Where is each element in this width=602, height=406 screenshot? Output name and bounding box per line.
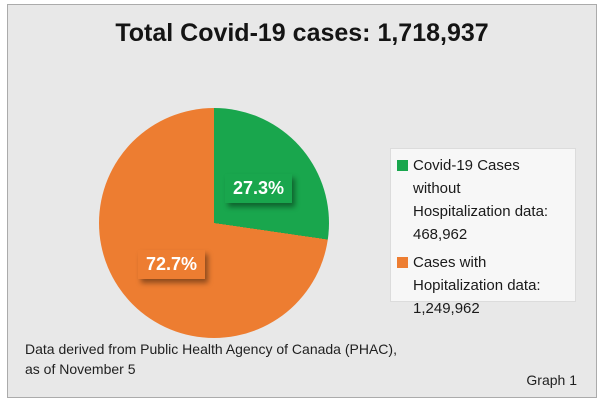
legend-line: Cases with [413, 254, 487, 271]
legend-item-text: Cases with Hopitalization data: 1,249,96… [413, 251, 541, 320]
legend-line: Covid-19 Cases without [413, 157, 520, 197]
data-label-without-hospitalization: 27.3% [225, 174, 293, 203]
graph-number-label: Graph 1 [526, 372, 577, 388]
legend-item-without-hospitalization: Covid-19 Cases without Hospitalization d… [397, 154, 569, 246]
legend-line: Hospitalization data: [413, 203, 549, 220]
data-source-note: Data derived from Public Health Agency o… [25, 339, 397, 379]
legend-item-with-hospitalization: Cases with Hopitalization data: 1,249,96… [397, 251, 569, 320]
pie-chart [99, 108, 329, 338]
legend-item-text: Covid-19 Cases without Hospitalization d… [413, 154, 569, 246]
orange-swatch-icon [397, 257, 408, 268]
legend-value: 1,249,962 [413, 300, 480, 317]
legend-line: Hopitalization data: [413, 277, 541, 294]
data-label-with-hospitalization: 72.7% [138, 250, 206, 279]
legend-value: 468,962 [413, 226, 468, 243]
data-source-line1: Data derived from Public Health Agency o… [25, 341, 397, 357]
chart-panel: Total Covid-19 cases: 1,718,937 27.3% 72… [7, 4, 597, 398]
legend: Covid-19 Cases without Hospitalization d… [390, 148, 576, 317]
green-swatch-icon [397, 160, 408, 171]
data-source-line2: as of November 5 [25, 361, 136, 377]
chart-title: Total Covid-19 cases: 1,718,937 [115, 19, 489, 47]
